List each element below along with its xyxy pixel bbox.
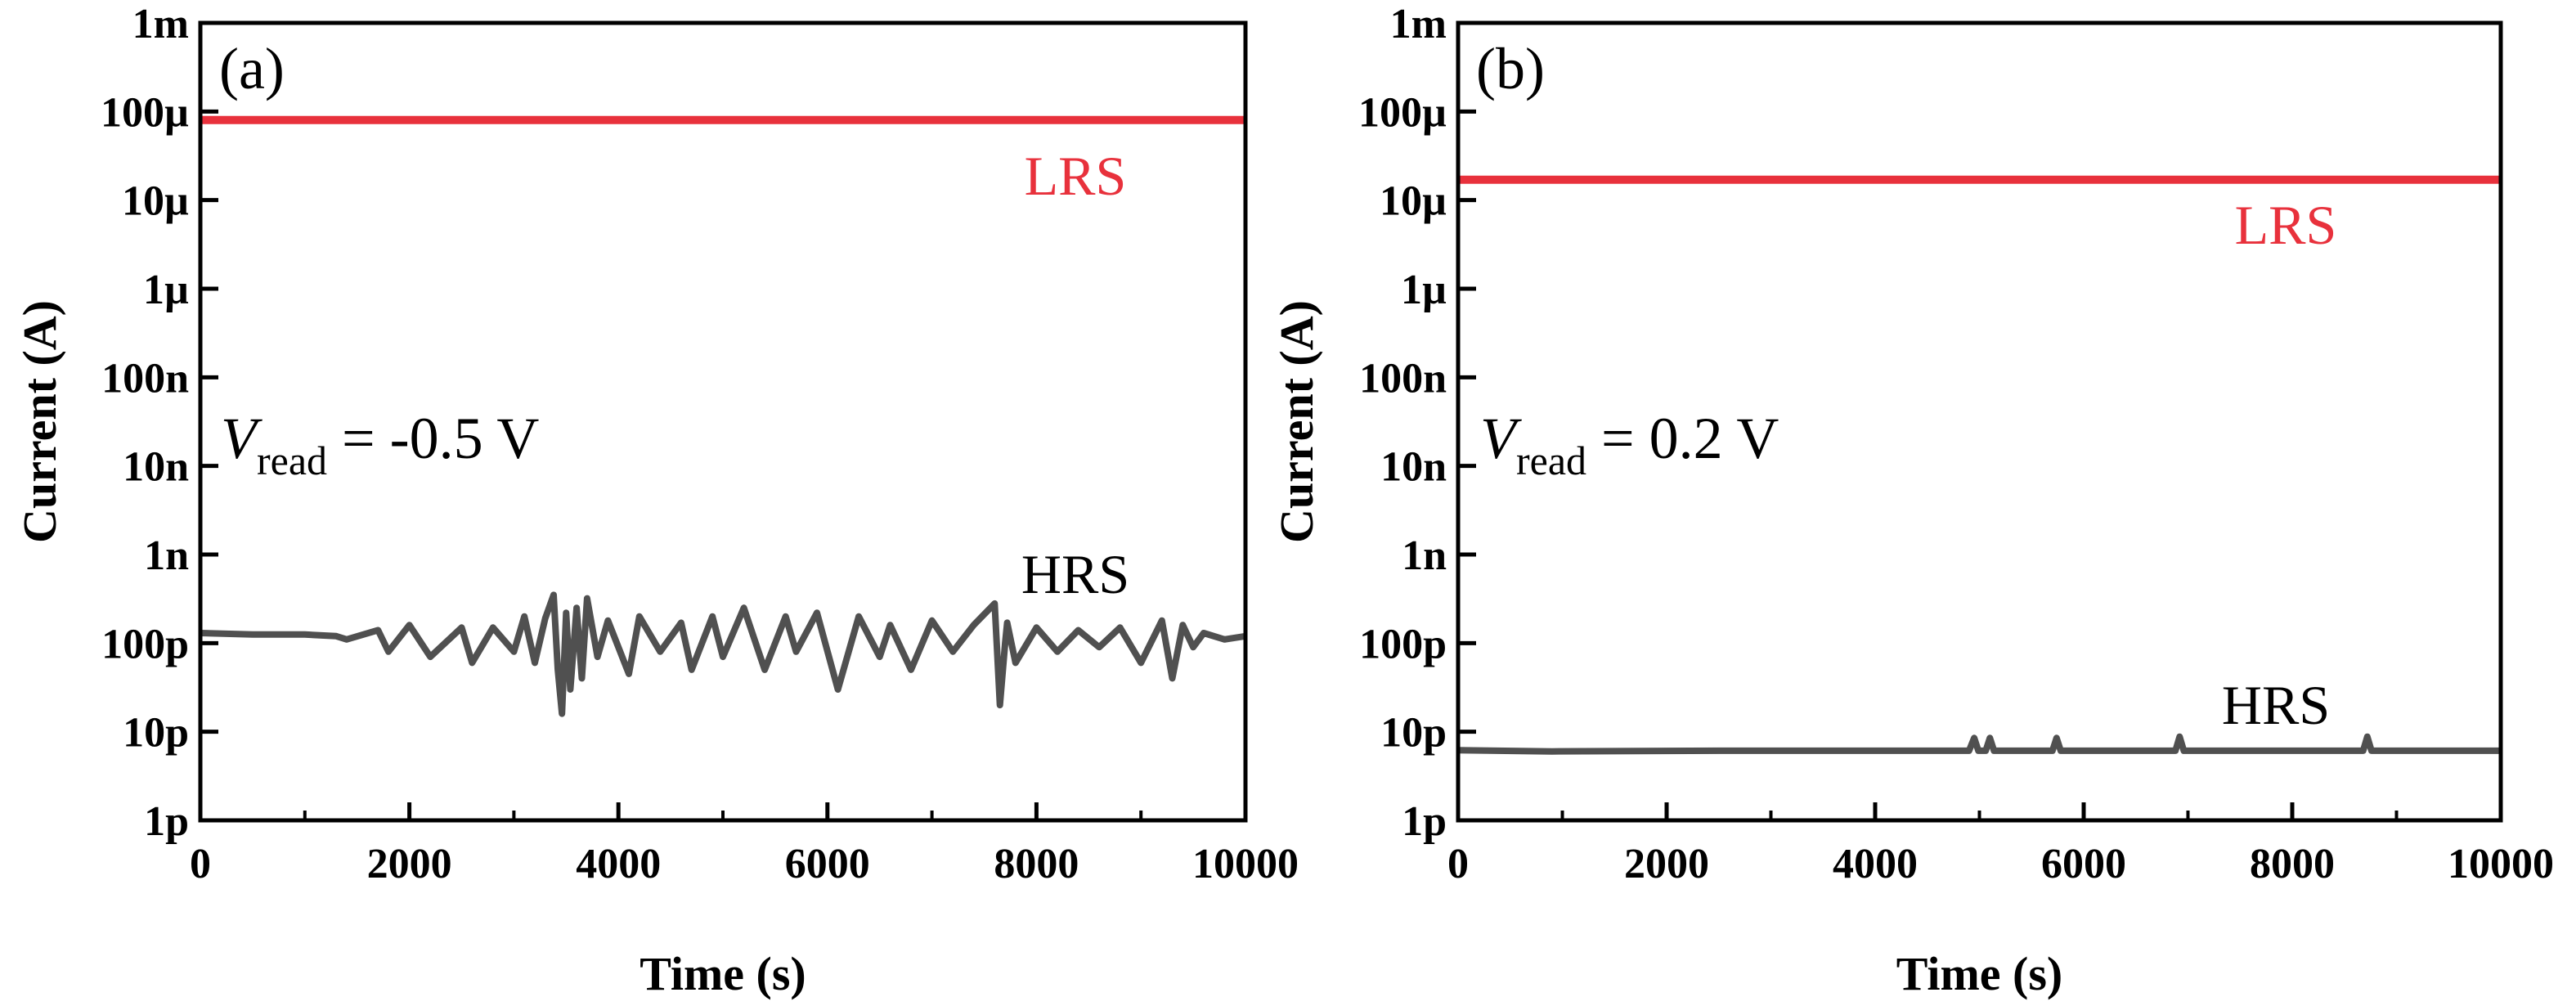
y-tick-label: 100µ (101, 89, 189, 136)
x-axis-title: Time (s) (640, 947, 806, 1000)
y-ticks: 1m 100µ 10µ 1µ 100n 10n 1n 100p 10p 1p (101, 1, 218, 845)
y-tick-label: 10n (1380, 444, 1447, 491)
x-tick-label: 2000 (367, 841, 452, 887)
annotation-subscript: read (257, 438, 327, 483)
x-tick-label: 10000 (2448, 841, 2554, 887)
series-line-hrs (200, 591, 1246, 717)
x-tick-label: 0 (190, 841, 211, 887)
x-axis-title: Time (s) (1896, 947, 2063, 1000)
y-tick-label: 10p (123, 710, 189, 757)
x-tick-label: 0 (1447, 841, 1469, 887)
read-voltage-annotation: Vread = 0.2 V (1480, 406, 1779, 483)
panel-a: 0 2000 4000 6000 8000 10000 1m 100µ 10µ 1µ 100n 10… (13, 1, 1299, 1000)
plot-area (1457, 175, 2501, 755)
y-tick-label: 1p (1402, 798, 1447, 845)
y-tick-label: 1µ (143, 267, 189, 313)
read-voltage-annotation: Vread = -0.5 V (221, 406, 539, 483)
lrs-label: LRS (1025, 145, 1127, 207)
lrs-label: LRS (2235, 194, 2337, 256)
annotation-value: = -0.5 V (327, 406, 539, 471)
x-tick-label: 8000 (994, 841, 1079, 887)
x-ticks: 0 2000 4000 6000 8000 10000 (190, 802, 1299, 887)
x-tick-label: 2000 (1624, 841, 1709, 887)
y-ticks: 1m 100µ 10µ 1µ 100n 10n 1n 100p 10p 1p (1358, 1, 1476, 845)
x-tick-label: 6000 (2041, 841, 2126, 887)
y-tick-label: 10µ (122, 178, 189, 225)
y-tick-label: 1n (1402, 532, 1447, 579)
series-line-hrs (1457, 733, 2501, 755)
y-tick-label: 100n (1359, 355, 1447, 402)
y-tick-label: 1µ (1401, 267, 1447, 313)
x-tick-label: 4000 (1833, 841, 1918, 887)
y-tick-label: 100p (1359, 621, 1447, 667)
annotation-subscript: read (1516, 438, 1586, 483)
x-tick-label: 8000 (2250, 841, 2335, 887)
panel-label: (b) (1476, 36, 1545, 101)
annotation-value: = 0.2 V (1586, 406, 1779, 471)
y-tick-label: 10n (123, 444, 189, 491)
y-tick-label: 1m (132, 1, 189, 47)
y-tick-label: 1m (1390, 1, 1447, 47)
y-axis-title: Current (A) (1270, 300, 1323, 543)
y-tick-label: 100n (101, 355, 189, 402)
y-tick-label: 10p (1380, 710, 1447, 757)
y-tick-label: 1p (144, 798, 189, 845)
y-tick-label: 100p (101, 621, 189, 667)
x-tick-label: 6000 (785, 841, 870, 887)
annotation-v: V (1480, 406, 1522, 471)
annotation-v: V (221, 406, 263, 471)
plot-area (200, 115, 1246, 717)
y-axis-title: Current (A) (13, 300, 66, 543)
y-tick-label: 1n (144, 532, 189, 579)
y-tick-label: 100µ (1358, 89, 1447, 136)
x-tick-label: 10000 (1192, 841, 1299, 887)
panel-label: (a) (219, 36, 285, 101)
x-ticks: 0 2000 4000 6000 8000 10000 (1447, 802, 2554, 887)
hrs-label: HRS (2222, 674, 2330, 736)
panel-b: 0 2000 4000 6000 8000 10000 1m 100µ 10µ 1µ 100n 10… (1270, 1, 2554, 1000)
y-tick-label: 10µ (1380, 178, 1447, 225)
hrs-label: HRS (1021, 543, 1129, 605)
x-tick-label: 4000 (576, 841, 661, 887)
